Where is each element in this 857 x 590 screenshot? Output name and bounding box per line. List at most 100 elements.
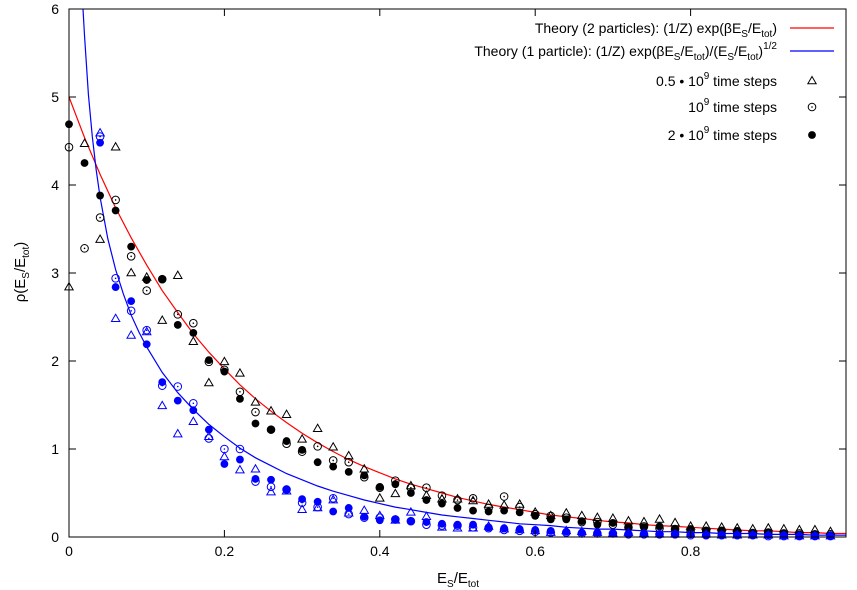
data-point-filled-circle [220, 367, 229, 376]
data-point-open-circle [142, 286, 151, 295]
y-tick-label: 6 [51, 1, 59, 17]
data-point-filled-circle [189, 406, 198, 415]
data-point-filled-circle [329, 507, 338, 516]
data-point-triangle [297, 433, 308, 443]
data-point-filled-circle [267, 475, 275, 484]
data-point-filled-circle [204, 356, 213, 365]
x-tick-label: 0.2 [215, 543, 235, 559]
data-point-filled-circle [531, 511, 540, 520]
data-point-filled-circle [562, 515, 571, 524]
data-point-triangle [265, 405, 277, 415]
data-point-open-circle [142, 325, 151, 335]
data-point-filled-circle [515, 508, 524, 517]
data-point-open-circle [111, 273, 120, 283]
y-tick-label: 5 [51, 89, 59, 105]
data-point-open-circle-center [114, 277, 117, 280]
y-tick-label: 1 [51, 441, 59, 457]
data-point-filled-circle [158, 378, 167, 387]
data-point-filled-circle [593, 520, 602, 529]
data-point-open-circle [220, 444, 229, 454]
data-point-filled-circle [173, 321, 182, 329]
data-point-filled-circle [484, 523, 493, 532]
data-point-open-circle-center [145, 329, 148, 332]
data-point-filled-circle [733, 531, 742, 540]
data-point-triangle [79, 138, 90, 147]
data-point-open-circle [468, 493, 478, 503]
data-point-open-circle-center [270, 486, 272, 488]
data-point-filled-circle [189, 328, 198, 337]
data-point-filled-circle [127, 242, 136, 251]
data-point-open-circle [328, 493, 338, 503]
legend-marker-open-circle [807, 102, 817, 112]
data-point-open-circle-center [176, 385, 179, 388]
data-point-open-circle [422, 483, 431, 493]
data-point-triangle [219, 451, 230, 461]
data-point-triangle [328, 494, 339, 504]
data-point-open-circle-center [410, 486, 412, 489]
data-point-filled-circle [282, 485, 291, 494]
data-point-triangle [297, 504, 308, 514]
data-point-open-circle-center [332, 459, 334, 462]
data-point-filled-circle [391, 515, 400, 524]
legend-open-circle-mark-center [811, 106, 813, 108]
data-point-filled-circle [142, 340, 151, 349]
legend-marker-filled-circle [808, 131, 816, 139]
data-point-open-circle [204, 434, 214, 443]
data-point-filled-circle [142, 276, 151, 284]
data-point-triangle [110, 141, 121, 151]
data-point-filled-circle [562, 527, 571, 536]
data-point-filled-circle [267, 425, 275, 434]
data-point-filled-circle [515, 525, 524, 533]
data-point-triangle [312, 423, 323, 433]
data-point-open-circle-center [316, 445, 319, 448]
data-point-open-circle-center [99, 135, 101, 138]
data-point-filled-circle [282, 437, 291, 445]
data-point-filled-circle [640, 529, 648, 538]
data-point-triangle [234, 464, 246, 474]
data-point-triangle [141, 326, 152, 336]
data-point-triangle [250, 396, 261, 406]
data-point-open-circle [437, 491, 447, 500]
data-point-filled-circle [313, 497, 322, 506]
data-point-filled-circle [438, 519, 446, 528]
data-point-filled-circle [500, 524, 509, 533]
theory-curve-1-particle [82, 9, 846, 536]
data-point-triangle [219, 356, 230, 366]
data-point-filled-circle [406, 517, 415, 526]
data-point-open-circle-center [130, 255, 132, 258]
data-point-open-circle [344, 457, 354, 467]
y-axis-label: ρ(ES/Etot) [12, 242, 32, 303]
data-point-triangle [328, 441, 339, 451]
data-point-open-circle-center [347, 461, 350, 464]
legend-label-theory-1-particle: Theory (1 particle): (1/Z) exp(βES/Etot)… [474, 41, 777, 63]
data-point-filled-circle [375, 516, 384, 525]
data-point-open-circle [111, 195, 120, 205]
data-point-filled-circle [422, 496, 431, 504]
data-point-filled-circle [655, 522, 664, 531]
data-point-filled-circle [80, 159, 89, 167]
data-point-open-circle [173, 382, 183, 391]
data-point-filled-circle [344, 504, 353, 512]
data-point-open-circle-center [503, 495, 505, 498]
data-point-filled-circle [764, 531, 773, 540]
legend-triangle-mark [806, 75, 818, 85]
legend-label-half-billion-steps: 0.5 • 109 time steps [656, 71, 777, 89]
data-point-triangle [157, 315, 168, 324]
data-point-filled-circle [298, 445, 306, 454]
data-point-filled-circle [344, 467, 353, 476]
data-point-triangle [374, 492, 385, 502]
data-point-open-circle-center [518, 506, 521, 508]
data-point-filled-circle [391, 480, 400, 489]
legend: Theory (2 particles): (1/Z) exp(βES/Etot… [474, 20, 834, 143]
data-point-filled-circle [438, 499, 446, 508]
data-point-filled-circle [422, 518, 431, 526]
data-point-filled-circle [624, 529, 633, 538]
data-point-filled-circle [360, 512, 369, 521]
data-point-open-circle-center [441, 494, 443, 497]
data-point-filled-circle [577, 517, 586, 526]
data-point-open-circle [251, 407, 260, 417]
data-point-open-circle-center [239, 391, 241, 393]
data-point-open-circle-center [254, 411, 257, 413]
